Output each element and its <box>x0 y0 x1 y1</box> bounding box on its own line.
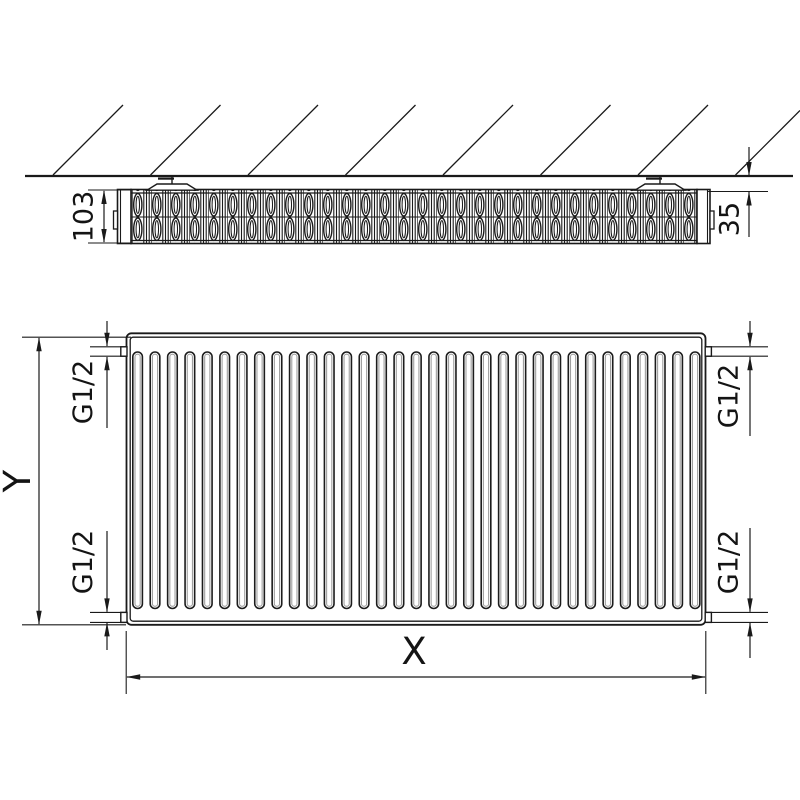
dim-wall-distance-label: 35 <box>715 202 746 236</box>
front-fin-slot <box>201 351 213 610</box>
arrow-down-icon <box>104 598 110 613</box>
front-fin-slot <box>306 351 318 610</box>
front-fin-slot <box>532 351 544 610</box>
front-fin-slot <box>445 351 457 610</box>
arrow-down-icon <box>101 229 107 243</box>
arrow-up-icon <box>104 622 110 637</box>
arrow-up-icon <box>104 356 110 371</box>
front-fin-slot <box>497 351 510 610</box>
front-fin-slot <box>462 351 475 610</box>
front-fin-slot <box>219 351 231 610</box>
top-view-convector-body <box>130 188 698 245</box>
wall-hatching <box>52 104 800 176</box>
radiator-front-view: G1/2 G1/2 G1/2 <box>0 321 768 694</box>
dim-thread-top-left-label: G1/2 <box>68 360 99 424</box>
front-fin-slot <box>619 351 631 610</box>
front-fin-slot <box>567 351 579 610</box>
dimension-thread-top-right <box>705 321 768 436</box>
top-view-right-end-cap <box>696 188 715 245</box>
dimension-thread-bottom-left <box>90 531 127 650</box>
front-fin-slot <box>637 351 649 610</box>
dim-thread-bottom-right-label: G1/2 <box>714 530 745 594</box>
arrow-down-icon <box>36 610 42 625</box>
dimension-thread-top-left <box>90 321 127 428</box>
dim-width-label: X <box>401 630 426 673</box>
arrow-up-icon <box>746 191 752 206</box>
front-fin-slot <box>236 351 248 610</box>
front-fin-slot <box>550 351 562 610</box>
dimension-wall-distance <box>708 147 768 237</box>
front-fin-slot <box>271 351 283 610</box>
front-fin-slot <box>393 351 405 610</box>
wall-mounting-bracket-right <box>632 176 688 191</box>
front-fin-slot <box>184 351 196 610</box>
wall-section <box>25 104 800 178</box>
front-fin-slot <box>654 351 666 610</box>
dim-thread-bottom-left-label: G1/2 <box>68 530 99 594</box>
connection-stub-top-right <box>704 346 713 357</box>
front-fin-slot <box>672 351 684 610</box>
front-fin-slot <box>515 351 527 610</box>
dimension-height <box>22 336 131 626</box>
top-view-left-end-cap <box>112 188 132 245</box>
front-fin-slot <box>584 351 597 610</box>
arrow-up-icon <box>101 190 107 204</box>
front-fin-slot <box>323 351 335 610</box>
dim-height-label: Y <box>0 469 39 493</box>
arrow-down-icon <box>747 598 753 613</box>
front-fin-slot <box>149 351 161 610</box>
front-fin-slot <box>166 351 179 610</box>
front-fin-slot <box>288 351 300 610</box>
arrow-left-icon <box>126 674 141 680</box>
arrow-up-icon <box>747 622 753 637</box>
wall-mounting-bracket-left <box>144 176 200 191</box>
arrow-up-icon <box>36 337 42 352</box>
connection-stub-top-left <box>120 346 128 357</box>
radiator-top-view: 103 35 <box>69 147 768 245</box>
arrow-down-icon <box>746 162 752 176</box>
front-fin-slot <box>410 351 422 610</box>
front-fin-slot <box>358 351 370 610</box>
arrow-right-icon <box>691 674 706 680</box>
front-fin-slot <box>428 351 440 610</box>
front-fin-slot <box>689 351 701 610</box>
dimension-depth <box>88 189 131 244</box>
dimension-width <box>125 631 707 694</box>
dim-thread-top-right-label: G1/2 <box>714 364 745 428</box>
front-fin-slot <box>375 351 388 610</box>
front-fin-slot <box>480 351 492 610</box>
front-fin-slot <box>132 351 144 610</box>
connection-stub-bottom-left <box>120 611 128 624</box>
front-view-panel-inner-line <box>129 336 703 622</box>
arrow-up-icon <box>747 356 753 371</box>
arrow-down-icon <box>747 332 753 347</box>
dim-depth-label: 103 <box>69 191 100 243</box>
dimension-thread-bottom-right <box>705 528 768 658</box>
front-fin-slot <box>341 351 353 610</box>
connection-stub-bottom-right <box>704 611 713 624</box>
arrow-down-icon <box>104 332 110 347</box>
front-fin-slot <box>253 351 266 610</box>
front-fin-slot <box>602 351 614 610</box>
